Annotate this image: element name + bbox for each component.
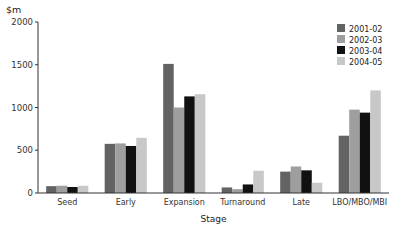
y-tick-label: 2000: [11, 17, 33, 27]
legend-label: 2001-02: [349, 25, 382, 34]
y-tick: [35, 22, 38, 23]
legend: 2001-02 2002-03 2003-04 2004-05: [337, 24, 382, 67]
y-tick-label: 500: [17, 145, 33, 155]
x-axis-line: [38, 193, 389, 194]
bar: [195, 94, 206, 193]
bar: [163, 64, 174, 193]
y-tick: [35, 150, 38, 151]
x-tick-label: Early: [116, 198, 136, 207]
bar: [105, 144, 116, 193]
x-axis-label: Stage: [200, 214, 226, 224]
bar: [280, 172, 291, 193]
legend-swatch: [337, 46, 345, 54]
title: $m: [6, 4, 21, 15]
bar: [360, 113, 371, 193]
bar: [349, 110, 360, 193]
bar: [184, 96, 195, 193]
x-tick-label: Late: [293, 198, 310, 207]
y-tick-label: 1500: [11, 60, 33, 70]
chart-container: 0 500 1000 1500 2000 Seed Early Expansion Turnar…: [0, 0, 397, 227]
bar: [46, 186, 57, 193]
bar: [136, 138, 147, 193]
bar: [115, 143, 126, 193]
y-tick: [35, 107, 38, 108]
bar: [253, 171, 264, 193]
bar: [301, 170, 312, 193]
bar: [174, 108, 185, 194]
legend-label: 2004-05: [349, 58, 382, 67]
x-tick-label: LBO/MBO/MBI: [332, 198, 387, 207]
legend-label: 2003-04: [349, 47, 382, 56]
bar: [291, 166, 302, 193]
bar: [339, 136, 350, 193]
legend-swatch: [337, 57, 345, 65]
bars: [46, 64, 381, 193]
bar: [222, 187, 233, 193]
y-tick-label: 0: [28, 188, 33, 198]
bar: [57, 186, 68, 193]
y-tick-label: 1000: [11, 103, 33, 113]
bar: [67, 187, 78, 193]
chart: 0 500 1000 1500 2000 Seed Early Expansion Turnar…: [0, 0, 397, 227]
x-tick-label: Turnaround: [219, 198, 265, 207]
x-tick-label: Expansion: [164, 198, 205, 207]
legend-swatch: [337, 24, 345, 32]
x-tick-label: Seed: [57, 198, 77, 207]
bar: [126, 146, 137, 193]
y-tick: [35, 193, 38, 194]
bar: [243, 184, 254, 193]
bar: [232, 189, 243, 193]
legend-swatch: [337, 35, 345, 43]
y-tick: [35, 64, 38, 65]
bar: [312, 183, 323, 193]
legend-label: 2002-03: [349, 36, 382, 45]
bar: [78, 186, 89, 193]
bar: [370, 90, 381, 193]
